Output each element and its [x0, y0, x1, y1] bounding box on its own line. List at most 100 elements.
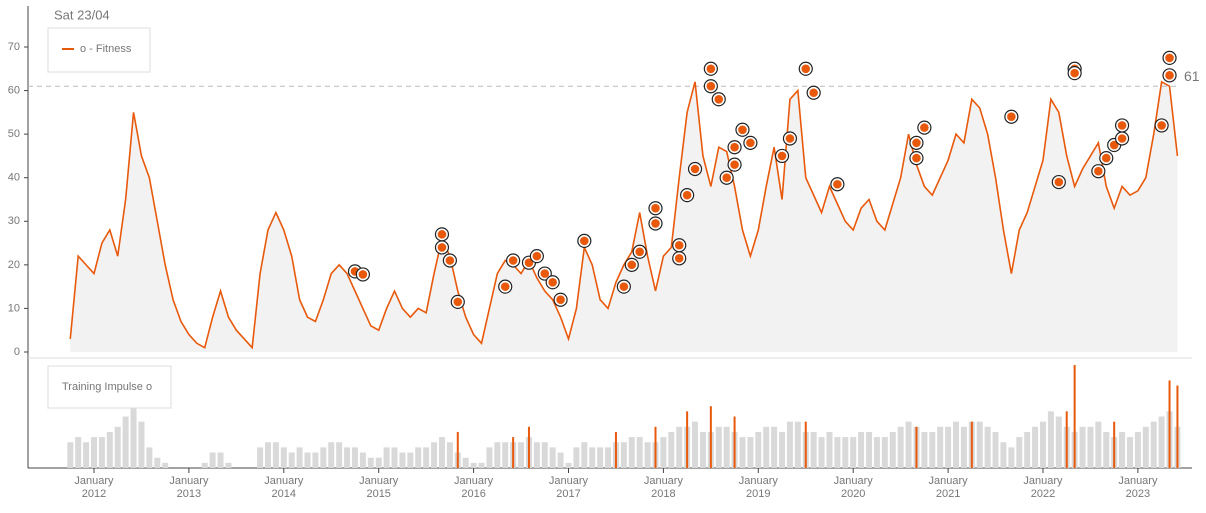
workout-marker: [616, 279, 631, 294]
impulse-highlight: [654, 426, 657, 468]
impulse-highlight: [1176, 385, 1179, 468]
impulse-bar: [794, 421, 801, 468]
impulse-bar: [668, 431, 675, 468]
legend-label: o - Fitness: [80, 43, 132, 55]
impulse-bar: [984, 426, 991, 468]
y-tick-label: 10: [8, 302, 20, 314]
workout-marker: [727, 157, 742, 172]
marker-dot: [912, 138, 921, 148]
workout-marker: [727, 140, 742, 155]
impulse-bar: [209, 452, 216, 468]
impulse-bar: [288, 452, 295, 468]
impulse-bar: [953, 421, 960, 468]
impulse-bar: [589, 447, 596, 468]
workout-marker: [632, 244, 647, 259]
marker-dot: [453, 297, 463, 307]
y-tick-label: 70: [8, 41, 20, 53]
impulse-bar: [1103, 431, 1110, 468]
marker-dot: [722, 173, 731, 183]
impulse-bar: [312, 452, 319, 468]
workout-marker: [553, 292, 568, 307]
impulse-highlight: [709, 406, 712, 468]
impulse-bar: [320, 447, 327, 468]
marker-dot: [445, 256, 455, 265]
workout-marker: [1051, 174, 1066, 190]
impulse-bar: [67, 442, 74, 468]
marker-dot: [777, 151, 787, 161]
impulse-bar: [715, 426, 722, 468]
workout-marker: [711, 92, 726, 107]
marker-dot: [580, 236, 589, 246]
impulse-bar: [391, 447, 398, 468]
impulse-bar: [573, 447, 580, 468]
workout-marker: [506, 253, 521, 268]
impulse-bar: [905, 421, 912, 468]
impulse-bar: [272, 442, 279, 468]
marker-dot: [1054, 177, 1064, 187]
marker-dot: [1101, 153, 1111, 163]
impulse-bar: [1055, 416, 1062, 468]
workout-marker: [1099, 151, 1114, 166]
impulse-bar: [620, 442, 627, 468]
y-tick-label: 30: [8, 215, 20, 227]
impulse-bar: [336, 442, 343, 468]
impulse-bar: [83, 442, 90, 468]
workout-marker: [529, 249, 544, 264]
impulse-bar: [359, 452, 366, 468]
impulse-highlight: [1168, 380, 1171, 468]
impulse-bar: [897, 426, 904, 468]
x-tick-month: January: [739, 475, 779, 487]
impulse-bar: [257, 447, 264, 468]
impulse-bar: [818, 437, 825, 468]
impulse-bar: [929, 431, 936, 468]
impulse-highlight: [512, 437, 515, 468]
marker-dot: [674, 254, 684, 263]
marker-dot: [912, 153, 921, 163]
impulse-bar: [1024, 431, 1031, 468]
impulse-bar: [1047, 411, 1054, 468]
marker-dot: [532, 251, 542, 261]
impulse-bar: [407, 452, 414, 468]
marker-dot: [706, 64, 716, 74]
impulse-bar: [328, 442, 335, 468]
workout-marker: [774, 148, 790, 164]
workout-marker: [648, 216, 663, 231]
impulse-bar: [431, 442, 438, 468]
workout-marker: [1114, 118, 1130, 133]
impulse-bar: [1040, 421, 1046, 468]
impulse-bar: [146, 447, 153, 468]
workout-marker: [909, 151, 924, 166]
marker-dot: [437, 243, 447, 252]
x-tick-month: January: [169, 475, 209, 487]
x-tick-year: 2013: [177, 488, 201, 500]
x-tick-year: 2018: [651, 488, 675, 500]
workout-marker: [806, 85, 821, 100]
impulse-bar: [976, 421, 983, 468]
workout-marker: [719, 170, 734, 185]
impulse-bar: [280, 447, 287, 468]
impulse-bar: [644, 442, 651, 468]
impulse-bar: [937, 426, 944, 468]
workout-marker: [687, 161, 703, 177]
workout-marker: [1154, 118, 1169, 133]
impulse-bar: [581, 442, 588, 468]
marker-dot: [556, 295, 565, 305]
workout-marker: [1162, 50, 1177, 65]
x-tick-year: 2012: [82, 488, 106, 500]
marker-dot: [714, 94, 724, 104]
workout-marker: [830, 177, 845, 192]
workout-marker: [1067, 66, 1082, 81]
legend-box: [47, 27, 151, 73]
workout-marker: [917, 120, 932, 135]
marker-dot: [1094, 166, 1103, 176]
marker-dot: [651, 203, 660, 213]
impulse-bar: [692, 421, 699, 468]
impulse-highlight: [614, 431, 617, 468]
workout-marker: [442, 253, 457, 268]
marker-dot: [730, 142, 739, 152]
workout-marker: [1004, 109, 1019, 124]
x-tick-year: 2022: [1031, 488, 1055, 500]
impulse-highlight: [915, 426, 918, 468]
workout-marker: [798, 61, 813, 76]
